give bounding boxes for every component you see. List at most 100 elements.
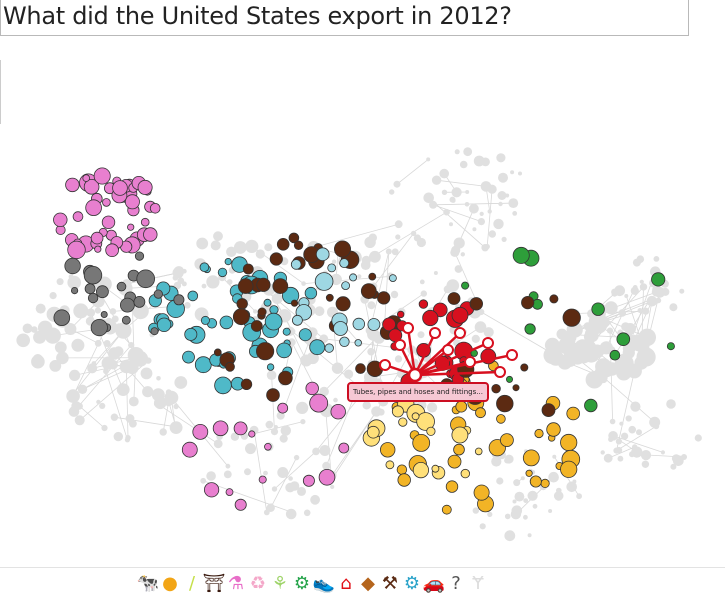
- metals-product-node[interactable]: [355, 363, 366, 374]
- chemicals-product-node[interactable]: [305, 381, 319, 396]
- product-space-network[interactable]: [0, 40, 725, 560]
- minerals-product-node[interactable]: [560, 433, 578, 452]
- metals-product-node[interactable]: [368, 272, 377, 281]
- textiles-product-node[interactable]: [121, 315, 131, 325]
- metals-product-node[interactable]: [549, 294, 559, 304]
- metals-product-node[interactable]: [237, 278, 254, 294]
- electronics-product-node[interactable]: [339, 258, 350, 269]
- linked-product-node[interactable]: [402, 322, 414, 334]
- linked-product-node[interactable]: [429, 327, 441, 339]
- chemicals-product-node[interactable]: [65, 177, 80, 193]
- metals-product-node[interactable]: [250, 320, 263, 332]
- car-icon[interactable]: 🚗: [422, 573, 446, 594]
- textiles-product-node[interactable]: [87, 292, 99, 304]
- electronics-product-node[interactable]: [324, 343, 334, 353]
- machinery-product-node[interactable]: [187, 290, 199, 302]
- agriculture-product-node[interactable]: [474, 447, 483, 456]
- agriculture-product-node[interactable]: [412, 461, 429, 479]
- machinery-product-node[interactable]: [182, 350, 195, 364]
- metals-product-node[interactable]: [491, 384, 501, 394]
- machinery-product-node[interactable]: [264, 312, 283, 331]
- minerals-product-node[interactable]: [496, 414, 506, 424]
- metals-product-node[interactable]: [541, 403, 556, 418]
- metals-product-node[interactable]: [335, 296, 351, 312]
- chemicals-product-node[interactable]: [93, 167, 111, 185]
- chemicals-product-node[interactable]: [112, 180, 128, 196]
- green-product-node[interactable]: [505, 375, 513, 383]
- linked-product-node[interactable]: [482, 337, 494, 349]
- textiles-product-node[interactable]: [71, 286, 79, 295]
- chemicals-product-node[interactable]: [234, 498, 247, 511]
- minerals-product-node[interactable]: [396, 464, 408, 475]
- minerals-product-node[interactable]: [499, 433, 514, 448]
- minerals-product-node[interactable]: [453, 443, 465, 456]
- agriculture-product-node[interactable]: [426, 426, 436, 436]
- electronics-product-node[interactable]: [290, 259, 302, 270]
- highlight-product-node[interactable]: [422, 309, 439, 327]
- minerals-product-node[interactable]: [522, 449, 540, 467]
- chemicals-product-node[interactable]: [192, 423, 209, 440]
- machinery-product-node[interactable]: [219, 315, 234, 330]
- minerals-product-node[interactable]: [546, 422, 561, 437]
- chemicals-product-node[interactable]: [204, 482, 220, 498]
- machinery-product-node[interactable]: [269, 305, 279, 315]
- chemicals-product-node[interactable]: [143, 227, 158, 242]
- metals-product-node[interactable]: [293, 240, 304, 251]
- deer-icon[interactable]: ⚘: [271, 573, 289, 594]
- recycle-icon[interactable]: ♻: [249, 573, 267, 594]
- chemicals-product-node[interactable]: [137, 179, 153, 195]
- metals-product-node[interactable]: [290, 299, 299, 307]
- linked-product-node[interactable]: [506, 349, 518, 361]
- minerals-product-node[interactable]: [447, 454, 462, 469]
- textiles-product-node[interactable]: [150, 327, 159, 336]
- minerals-product-node[interactable]: [455, 400, 468, 413]
- metals-product-node[interactable]: [257, 307, 267, 317]
- linked-product-node[interactable]: [394, 339, 406, 351]
- chemicals-product-node[interactable]: [94, 245, 102, 253]
- machinery-product-node[interactable]: [281, 286, 300, 305]
- textiles-product-node[interactable]: [173, 294, 185, 306]
- green-product-node[interactable]: [666, 342, 675, 351]
- minerals-product-node[interactable]: [473, 484, 490, 501]
- chemicals-product-node[interactable]: [318, 468, 336, 486]
- sewing-machine-icon[interactable]: ⚙: [293, 573, 311, 594]
- machinery-product-node[interactable]: [276, 342, 292, 359]
- textiles-product-node[interactable]: [100, 310, 108, 318]
- chemicals-product-node[interactable]: [67, 240, 86, 260]
- minerals-product-node[interactable]: [475, 407, 486, 419]
- textiles-product-node[interactable]: [133, 295, 146, 308]
- metals-product-node[interactable]: [333, 240, 351, 258]
- agriculture-product-node[interactable]: [431, 464, 440, 473]
- green-product-node[interactable]: [512, 246, 530, 264]
- metals-product-node[interactable]: [266, 388, 280, 402]
- machinery-product-node[interactable]: [263, 298, 272, 307]
- metals-product-node[interactable]: [562, 308, 581, 327]
- textiles-product-node[interactable]: [83, 266, 103, 285]
- metals-product-node[interactable]: [269, 252, 283, 266]
- agriculture-product-node[interactable]: [451, 426, 469, 444]
- machinery-product-node[interactable]: [309, 339, 326, 356]
- metals-product-node[interactable]: [360, 283, 377, 300]
- metals-product-node[interactable]: [496, 394, 514, 413]
- chemicals-product-node[interactable]: [101, 215, 116, 230]
- textiles-product-node[interactable]: [116, 281, 127, 292]
- green-product-node[interactable]: [651, 272, 666, 287]
- metals-product-node[interactable]: [325, 293, 334, 302]
- metals-product-node[interactable]: [256, 277, 271, 292]
- metals-product-node[interactable]: [377, 291, 391, 305]
- chemicals-product-node[interactable]: [264, 442, 272, 451]
- chemicals-product-node[interactable]: [248, 430, 256, 438]
- metals-product-node[interactable]: [214, 348, 222, 357]
- house-icon[interactable]: ⌂: [340, 573, 352, 594]
- chemicals-product-node[interactable]: [149, 203, 161, 214]
- textiles-product-node[interactable]: [90, 318, 108, 337]
- cow-icon[interactable]: 🐄: [136, 573, 160, 594]
- machinery-product-node[interactable]: [156, 317, 172, 333]
- electronics-product-node[interactable]: [388, 274, 397, 283]
- metals-product-node[interactable]: [242, 263, 254, 275]
- machinery-product-node[interactable]: [224, 257, 232, 266]
- minerals-product-node[interactable]: [380, 442, 396, 458]
- agriculture-product-node[interactable]: [391, 405, 404, 418]
- minerals-product-node[interactable]: [534, 428, 544, 439]
- chemicals-product-node[interactable]: [85, 199, 102, 217]
